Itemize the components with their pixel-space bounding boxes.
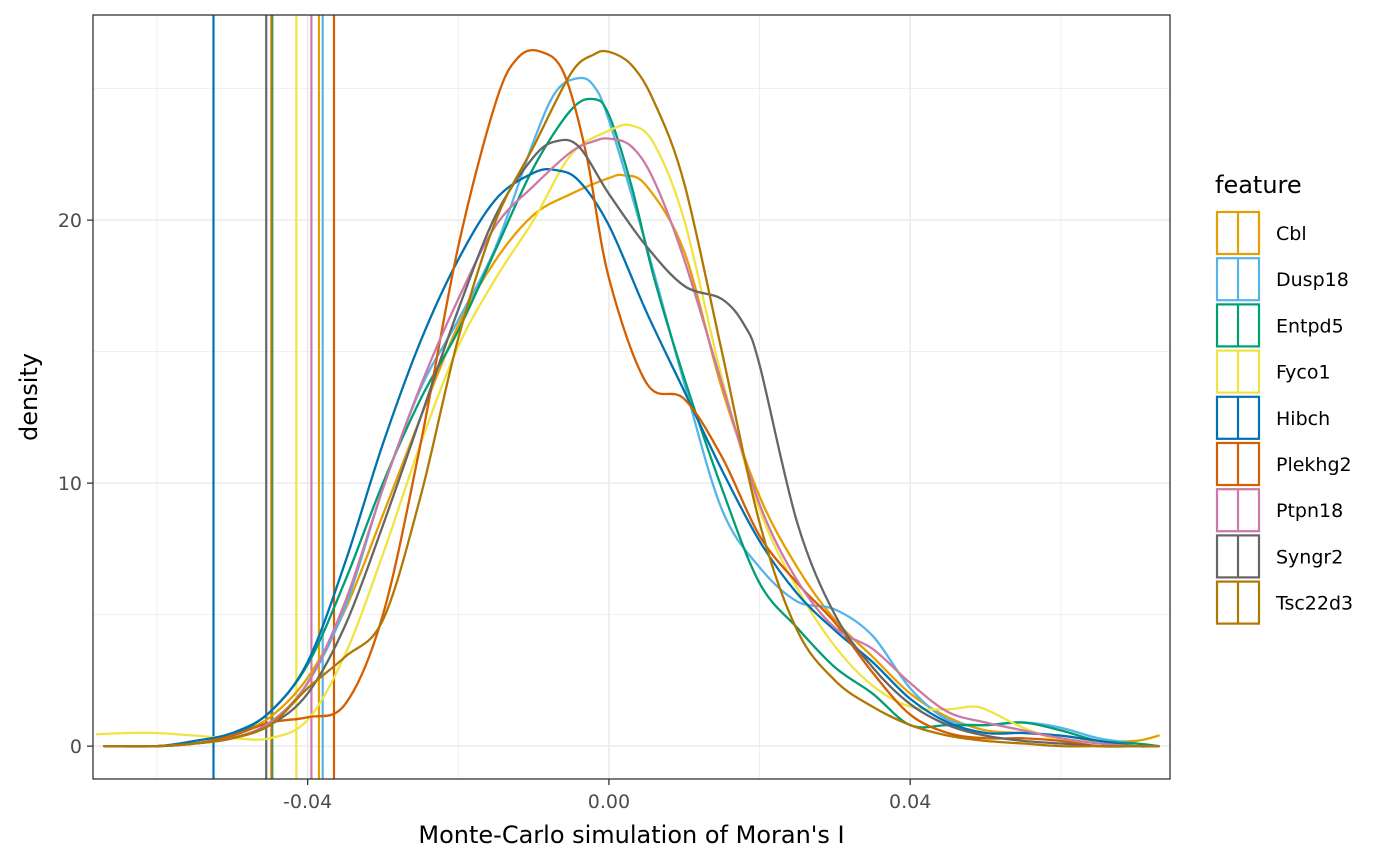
- legend-item-hibch: Hibch: [1215, 395, 1330, 440]
- legend-label: Plekhg2: [1276, 454, 1352, 476]
- y-axis: 0 10 20: [58, 210, 93, 758]
- density-curve-syngr2: [103, 138, 1160, 748]
- legend-label: Dusp18: [1276, 269, 1349, 291]
- legend-item-tsc22d3: Tsc22d3: [1215, 580, 1353, 625]
- x-tick-label: 0.04: [889, 791, 931, 813]
- density-curve-cbl: [103, 173, 1160, 748]
- legend-item-dusp18: Dusp18: [1215, 257, 1349, 302]
- y-tick-label: 0: [70, 736, 82, 758]
- legend-label: Syngr2: [1276, 546, 1343, 568]
- density-curve-plekhg2: [103, 48, 1160, 748]
- legend-label: Ptpn18: [1276, 500, 1343, 522]
- plot-panel: [92, 14, 1171, 780]
- legend-item-fyco1: Fyco1: [1215, 349, 1331, 394]
- legend-label: Fyco1: [1276, 362, 1331, 384]
- legend-item-syngr2: Syngr2: [1215, 534, 1343, 579]
- y-tick-label: 20: [58, 210, 82, 232]
- density-curve-tsc22d3: [103, 49, 1160, 748]
- legend-item-entpd5: Entpd5: [1215, 303, 1344, 348]
- x-axis: -0.04 0.00 0.04: [283, 779, 931, 813]
- legend-items: Cbl Dusp18 Entpd5 Fyco1 Hibch Plekhg2 Ptpn18 Sy…: [1215, 210, 1353, 625]
- legend-title: feature: [1215, 171, 1302, 199]
- legend: feature Cbl Dusp18 Entpd5 Fyco1 Hibch Plekhg2…: [1215, 171, 1353, 625]
- panel-border: [92, 14, 1171, 780]
- density-curve-entpd5: [103, 97, 1160, 748]
- density-curve-fyco1: [95, 123, 1138, 748]
- density-curves: [95, 48, 1160, 748]
- legend-label: Cbl: [1276, 223, 1307, 245]
- x-tick-label: 0.00: [588, 791, 630, 813]
- y-axis-title: density: [15, 353, 43, 441]
- legend-item-ptpn18: Ptpn18: [1215, 488, 1343, 533]
- legend-label: Entpd5: [1276, 315, 1344, 337]
- density-curve-ptpn18: [103, 137, 1160, 748]
- panel-background: [93, 15, 1170, 779]
- legend-label: Tsc22d3: [1275, 593, 1353, 615]
- x-axis-title: Monte-Carlo simulation of Moran's I: [418, 821, 844, 849]
- y-tick-label: 10: [58, 473, 82, 495]
- legend-item-cbl: Cbl: [1215, 210, 1307, 256]
- legend-label: Hibch: [1276, 408, 1330, 430]
- density-curve-hibch: [103, 168, 1160, 748]
- legend-item-plekhg2: Plekhg2: [1215, 441, 1352, 487]
- x-tick-label: -0.04: [283, 791, 332, 813]
